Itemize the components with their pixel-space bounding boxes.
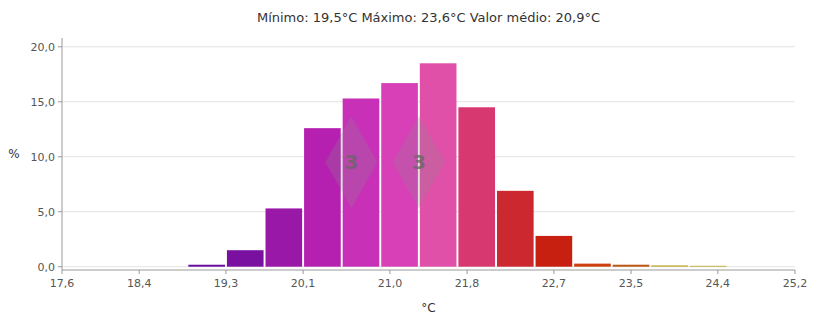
y-tick xyxy=(58,266,62,267)
x-tick xyxy=(139,270,140,274)
x-tick-label: 17,6 xyxy=(50,277,75,290)
bar xyxy=(458,107,495,266)
y-tick-label: 0,0 xyxy=(38,261,56,274)
x-tick-label: 21,8 xyxy=(455,277,480,290)
y-tick-label: 5,0 xyxy=(38,206,56,219)
chart: 0,0 5,0 10,0 15,0 20,0 3 3 17,6 18,4 19,3 20,1 21,0… xyxy=(0,0,819,322)
bar xyxy=(613,265,650,267)
x-tick-label: 25,2 xyxy=(783,277,808,290)
y-tick-label: 10,0 xyxy=(31,151,56,164)
x-tick xyxy=(467,270,468,274)
annotation: 3 xyxy=(412,150,426,174)
x-tick xyxy=(389,270,390,274)
x-tick xyxy=(553,270,554,274)
bar xyxy=(536,236,573,267)
watermark xyxy=(393,116,445,208)
y-tick xyxy=(58,46,62,47)
bars xyxy=(188,63,726,266)
x-tick-label: 18,4 xyxy=(127,277,152,290)
x-tick xyxy=(717,270,718,274)
annotation: 3 xyxy=(344,150,358,174)
grid-line xyxy=(62,46,795,47)
x-tick xyxy=(795,270,796,274)
bar xyxy=(690,265,727,267)
bar xyxy=(651,265,688,266)
y-tick xyxy=(58,156,62,157)
x-tick xyxy=(62,270,63,274)
x-tick xyxy=(631,270,632,274)
x-tick-label: 21,0 xyxy=(378,277,403,290)
x-tick-label: 20,1 xyxy=(291,277,316,290)
bar xyxy=(497,191,534,267)
x-tick-label: 23,5 xyxy=(619,277,644,290)
x-tick xyxy=(225,270,226,274)
y-tick-label: 20,0 xyxy=(31,41,56,54)
y-tick xyxy=(58,101,62,102)
x-tick xyxy=(303,270,304,274)
x-tick-label: 22,7 xyxy=(542,277,567,290)
x-axis-label: °C xyxy=(421,301,435,315)
x-axis-line xyxy=(62,270,795,271)
y-tick-label: 15,0 xyxy=(31,96,56,109)
x-tick-label: 24,4 xyxy=(706,277,731,290)
y-axis-line xyxy=(62,38,63,270)
watermark xyxy=(325,116,377,208)
title: Mínimo: 19,5°C Máximo: 23,6°C Valor médi… xyxy=(257,10,600,25)
y-tick xyxy=(58,211,62,212)
x-tick-label: 19,3 xyxy=(214,277,239,290)
y-axis-label: % xyxy=(8,147,19,161)
bar xyxy=(227,250,264,266)
bar xyxy=(188,265,225,267)
bar xyxy=(574,264,611,267)
bar xyxy=(266,208,303,266)
